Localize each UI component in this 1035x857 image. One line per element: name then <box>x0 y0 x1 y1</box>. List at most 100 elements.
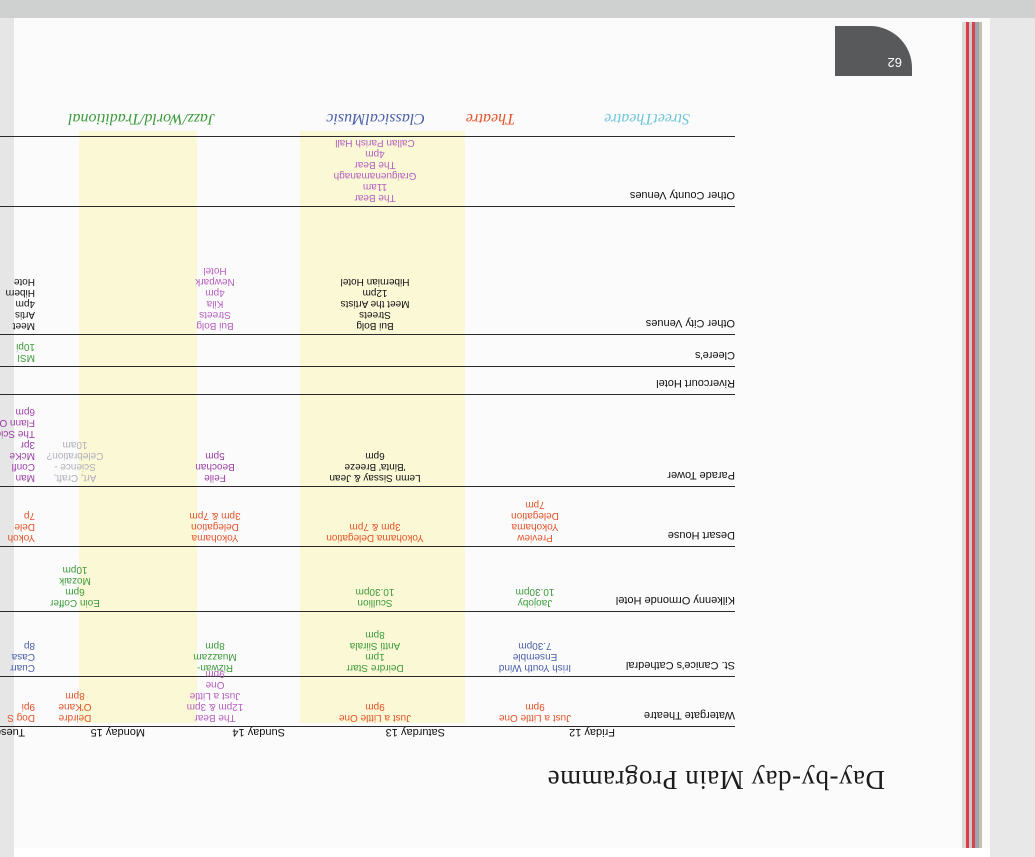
event-cell: Eoin Coffer 6pm Mozaik 10pm <box>0 564 155 608</box>
event-line: Yokohama <box>191 532 239 543</box>
event-line: The Scie <box>0 428 35 439</box>
event-line: 11am <box>362 181 388 192</box>
event-line: Hibern <box>5 287 35 298</box>
event-line: The Bear <box>194 712 236 723</box>
day-header: Monday 15 <box>90 726 145 738</box>
event-line: Bui Bolg <box>356 320 394 331</box>
venue-label: Other City Venues <box>645 317 735 329</box>
event-cell: Bui Bolg Streets Meet the Artists 12pm Hiber… <box>295 276 455 331</box>
event-line: Delegation <box>511 510 559 521</box>
page-number: 62 <box>887 55 902 70</box>
row-rule <box>0 394 735 395</box>
event-cell: Jaojoby 10.30pm <box>455 586 615 608</box>
event-line: Rizwan- <box>196 662 234 673</box>
event-cell: Preview Yokohama Delegation 7pm <box>455 499 615 543</box>
event-line: 10.30pm <box>515 586 555 597</box>
venue-label: St. Canice's Cathedral <box>625 659 735 671</box>
event-line: Just a Little One <box>338 712 412 723</box>
event-line: Feile <box>204 472 226 483</box>
page-edge-stripe <box>969 22 972 848</box>
row-rule <box>0 546 735 547</box>
event-cell: Scullion 10.30pm <box>295 586 455 608</box>
event-cell: The Bear 11am Graiguenamanagh The Bear 4pm Ca… <box>295 137 455 203</box>
row-rule <box>0 334 735 335</box>
event-line: 7.30pm <box>518 640 552 651</box>
event-line: Hote <box>13 276 35 287</box>
event-line: One <box>205 679 225 690</box>
event-line: Lemn Sissay & Jean <box>329 472 421 483</box>
row-rule <box>0 486 735 487</box>
event-line: 10.30pm <box>355 586 395 597</box>
venue-label: Desart House <box>667 529 735 541</box>
event-line: Ensemble <box>512 651 558 662</box>
event-line: The Bear <box>354 192 396 203</box>
event-line: Irish Youth Wind <box>498 662 572 673</box>
event-line: Mozaik <box>59 575 91 586</box>
venue-label: Parade Tower <box>667 469 735 481</box>
event-cell: Just a Little One 9pm <box>295 701 455 723</box>
venue-label: Rivercourt Hotel <box>656 377 735 389</box>
book-page-edges <box>990 18 1035 857</box>
event-line: Muazzam <box>193 651 237 662</box>
venue-label: Other County Venues <box>629 189 735 201</box>
event-line: Just a Little One <box>498 712 572 723</box>
event-line: 6pm <box>65 586 85 597</box>
event-line: 3pm & 7pm <box>349 521 401 532</box>
event-line: 7p <box>23 510 35 521</box>
event-line: Meet <box>12 320 35 331</box>
event-line: Beochan <box>195 461 235 472</box>
event-line: 4pm <box>205 287 225 298</box>
event-cell: Yokohama Delegation 3pm & 7pm <box>135 510 295 543</box>
event-line: 3pm & 7pm <box>189 510 241 521</box>
event-line: Bui Bolg <box>196 320 234 331</box>
event-line: Eoin Coffer <box>50 597 100 608</box>
event-line: 6pm <box>365 450 385 461</box>
event-line: MSI <box>17 352 35 363</box>
event-line: Delegation <box>191 521 239 532</box>
event-line: Scullion <box>357 597 393 608</box>
event-line: Preview <box>517 532 553 543</box>
day-highlight-band <box>79 131 197 723</box>
event-cell: Yokohama Delegation 3pm & 7pm <box>295 521 455 543</box>
event-line: Casa <box>11 651 35 662</box>
event-line: 12pm <box>362 287 388 298</box>
event-line: Kila <box>206 298 224 309</box>
scanner-top-edge <box>0 0 1035 18</box>
event-line: Flann O' <box>0 417 35 428</box>
event-line: 9pi <box>21 701 35 712</box>
event-line: Yokohama <box>511 521 559 532</box>
page-edge-stripe <box>962 22 966 848</box>
day-header: Sunday 14 <box>232 726 285 738</box>
page-edge-stripe <box>979 22 982 848</box>
row-rule <box>0 366 735 367</box>
event-line: Streets <box>359 309 391 320</box>
scanner-left-edge <box>0 18 14 857</box>
event-line: Hotel <box>203 265 227 276</box>
event-line: 8p <box>23 640 35 651</box>
event-cell: Bui Bolg Streets Kila 4pm Newpark Hotel <box>135 265 295 331</box>
event-line: 'Binta' Breeze <box>344 461 406 472</box>
legend-item: StreetTheatre <box>604 110 690 127</box>
legend-item: Theatre <box>465 110 515 127</box>
event-line: Cuarr <box>9 662 35 673</box>
page-edge-stripe <box>975 22 979 848</box>
row-rule <box>0 726 735 727</box>
event-line: Antti Siirala <box>349 640 401 651</box>
page-edge-stripe <box>966 22 969 848</box>
event-line: Man <box>15 472 35 483</box>
row-rule <box>0 611 735 612</box>
legend-item: Jazz/World/Traditional <box>68 110 215 127</box>
event-line: 8pm <box>205 640 225 651</box>
page-number-tab: 62 <box>835 26 912 76</box>
event-cell: Cuarr Casa 8p <box>0 640 35 673</box>
event-line: 9pm <box>525 701 545 712</box>
day-header: Friday 12 <box>569 726 615 738</box>
event-line: Dele <box>14 521 35 532</box>
event-line: Streets <box>199 309 231 320</box>
event-line: Yokohama Delegation <box>326 532 424 543</box>
event-cell: MSI 10pi <box>0 341 35 363</box>
event-line: 12pm & 3pm <box>186 701 244 712</box>
event-line: Deirdre Starr <box>346 662 404 673</box>
page-edge-stripe <box>972 22 975 848</box>
